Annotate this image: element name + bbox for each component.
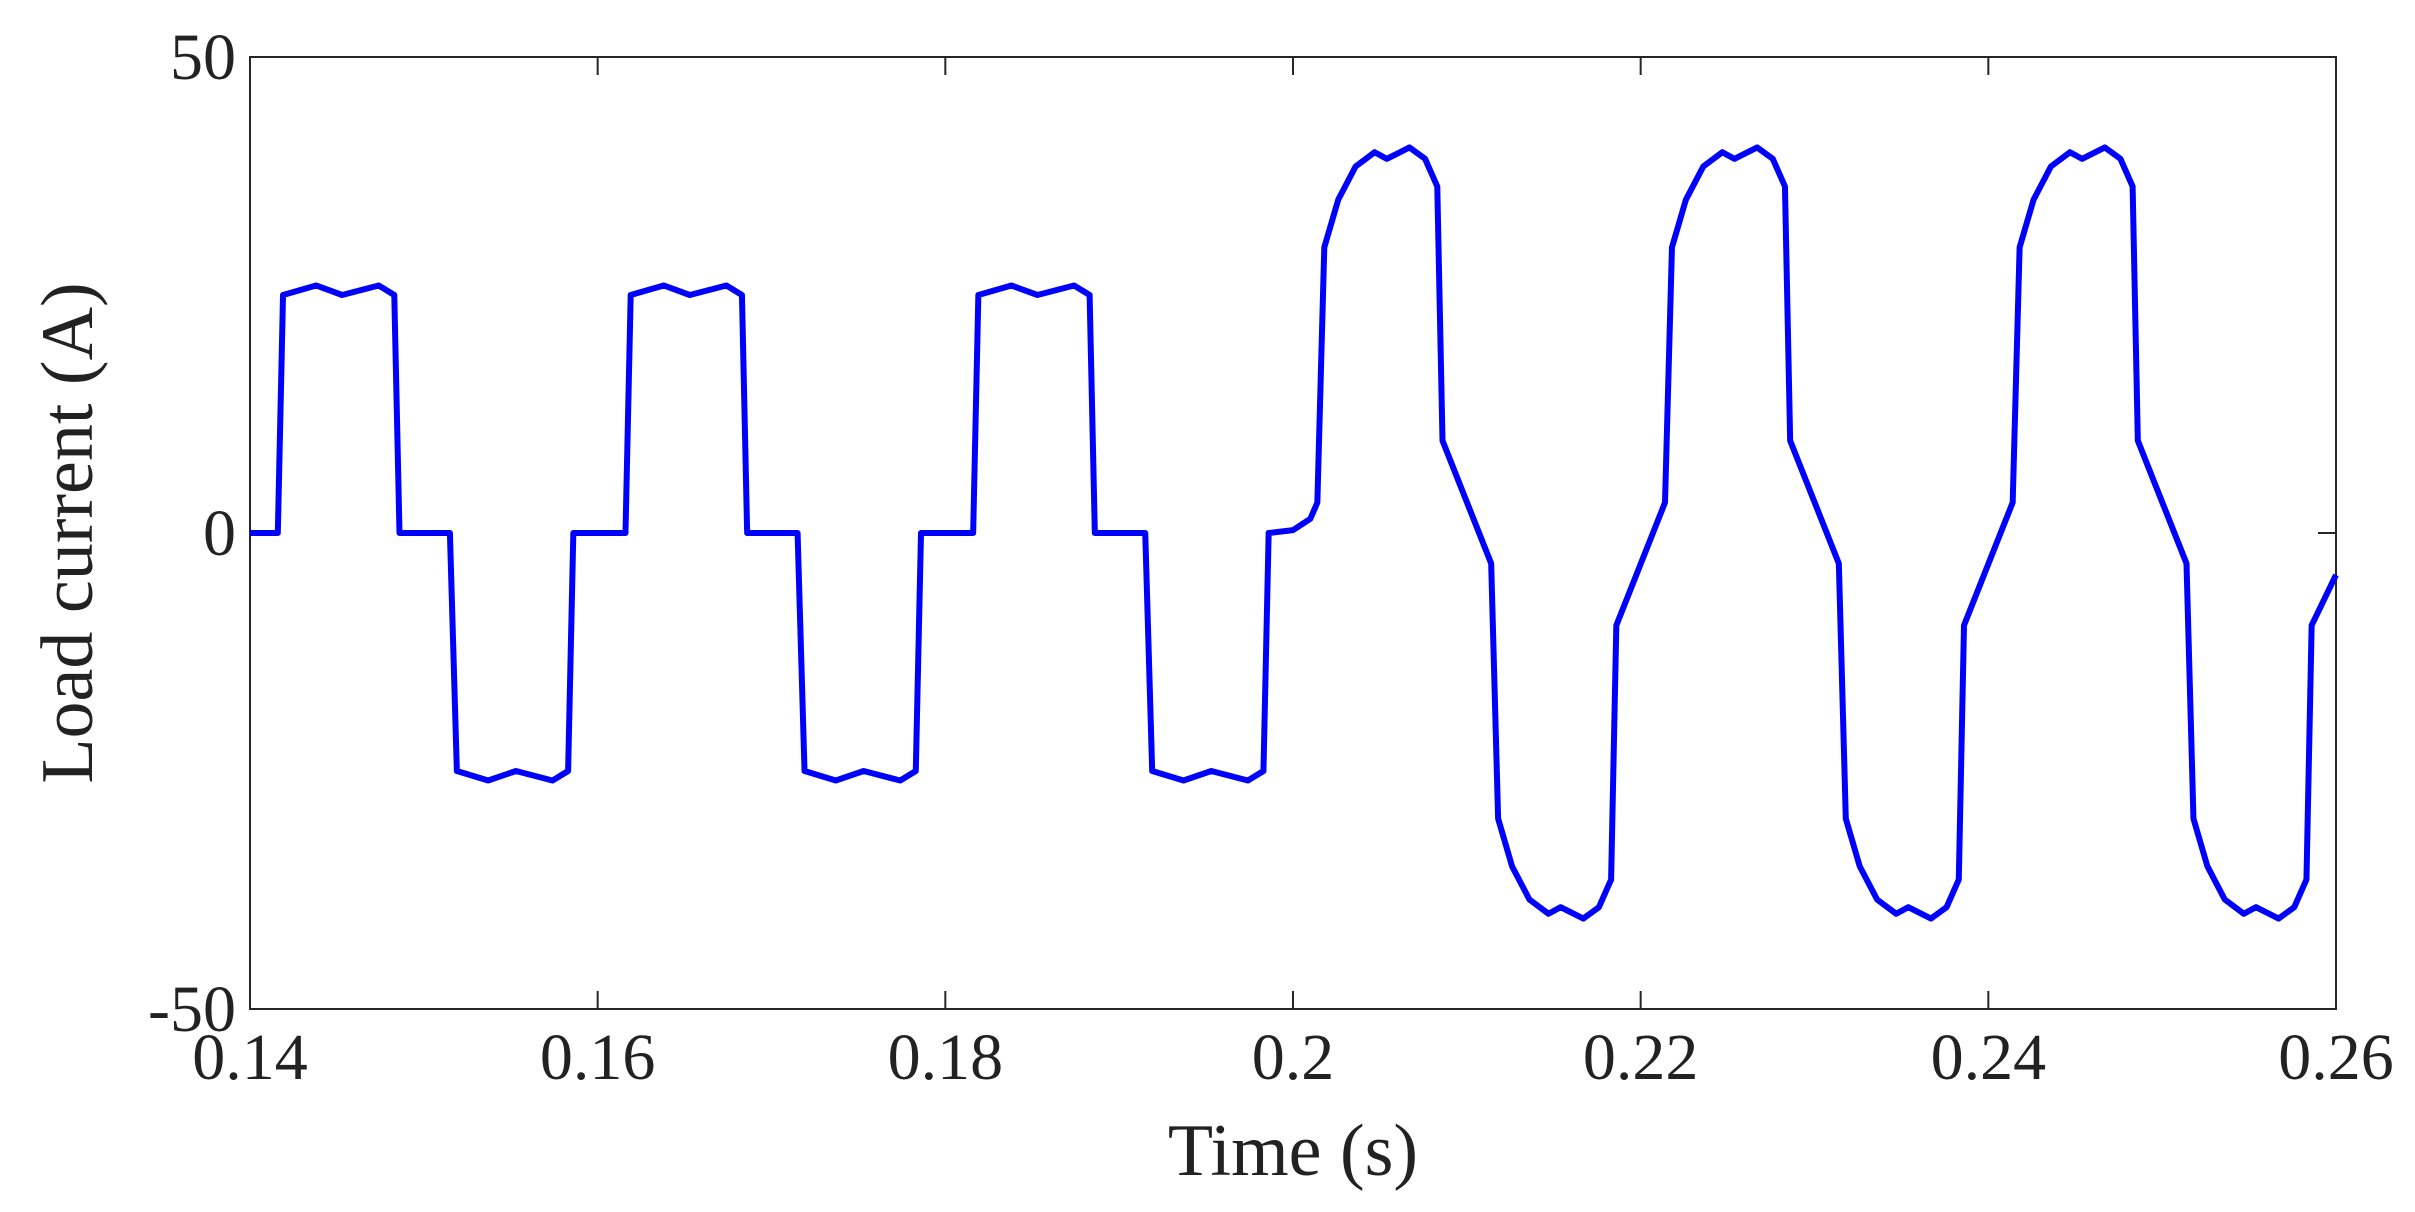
x-tick-label: 0.2 [1252, 1021, 1335, 1094]
y-tick-label: 50 [170, 21, 236, 94]
y-tick-label: 0 [203, 497, 236, 570]
y-tick-label: -50 [148, 973, 236, 1046]
x-axis-label: Time (s) [1168, 1110, 1418, 1192]
x-tick-label: 0.16 [540, 1021, 656, 1094]
x-tick-label: 0.22 [1583, 1021, 1699, 1094]
x-tick-label: 0.24 [1931, 1021, 2047, 1094]
x-tick-label: 0.14 [192, 1021, 308, 1094]
x-tick-label: 0.18 [888, 1021, 1004, 1094]
data-line [250, 144, 2339, 922]
x-tick-label: 0.26 [2278, 1021, 2394, 1094]
y-axis-label: Load current (A) [27, 282, 109, 783]
